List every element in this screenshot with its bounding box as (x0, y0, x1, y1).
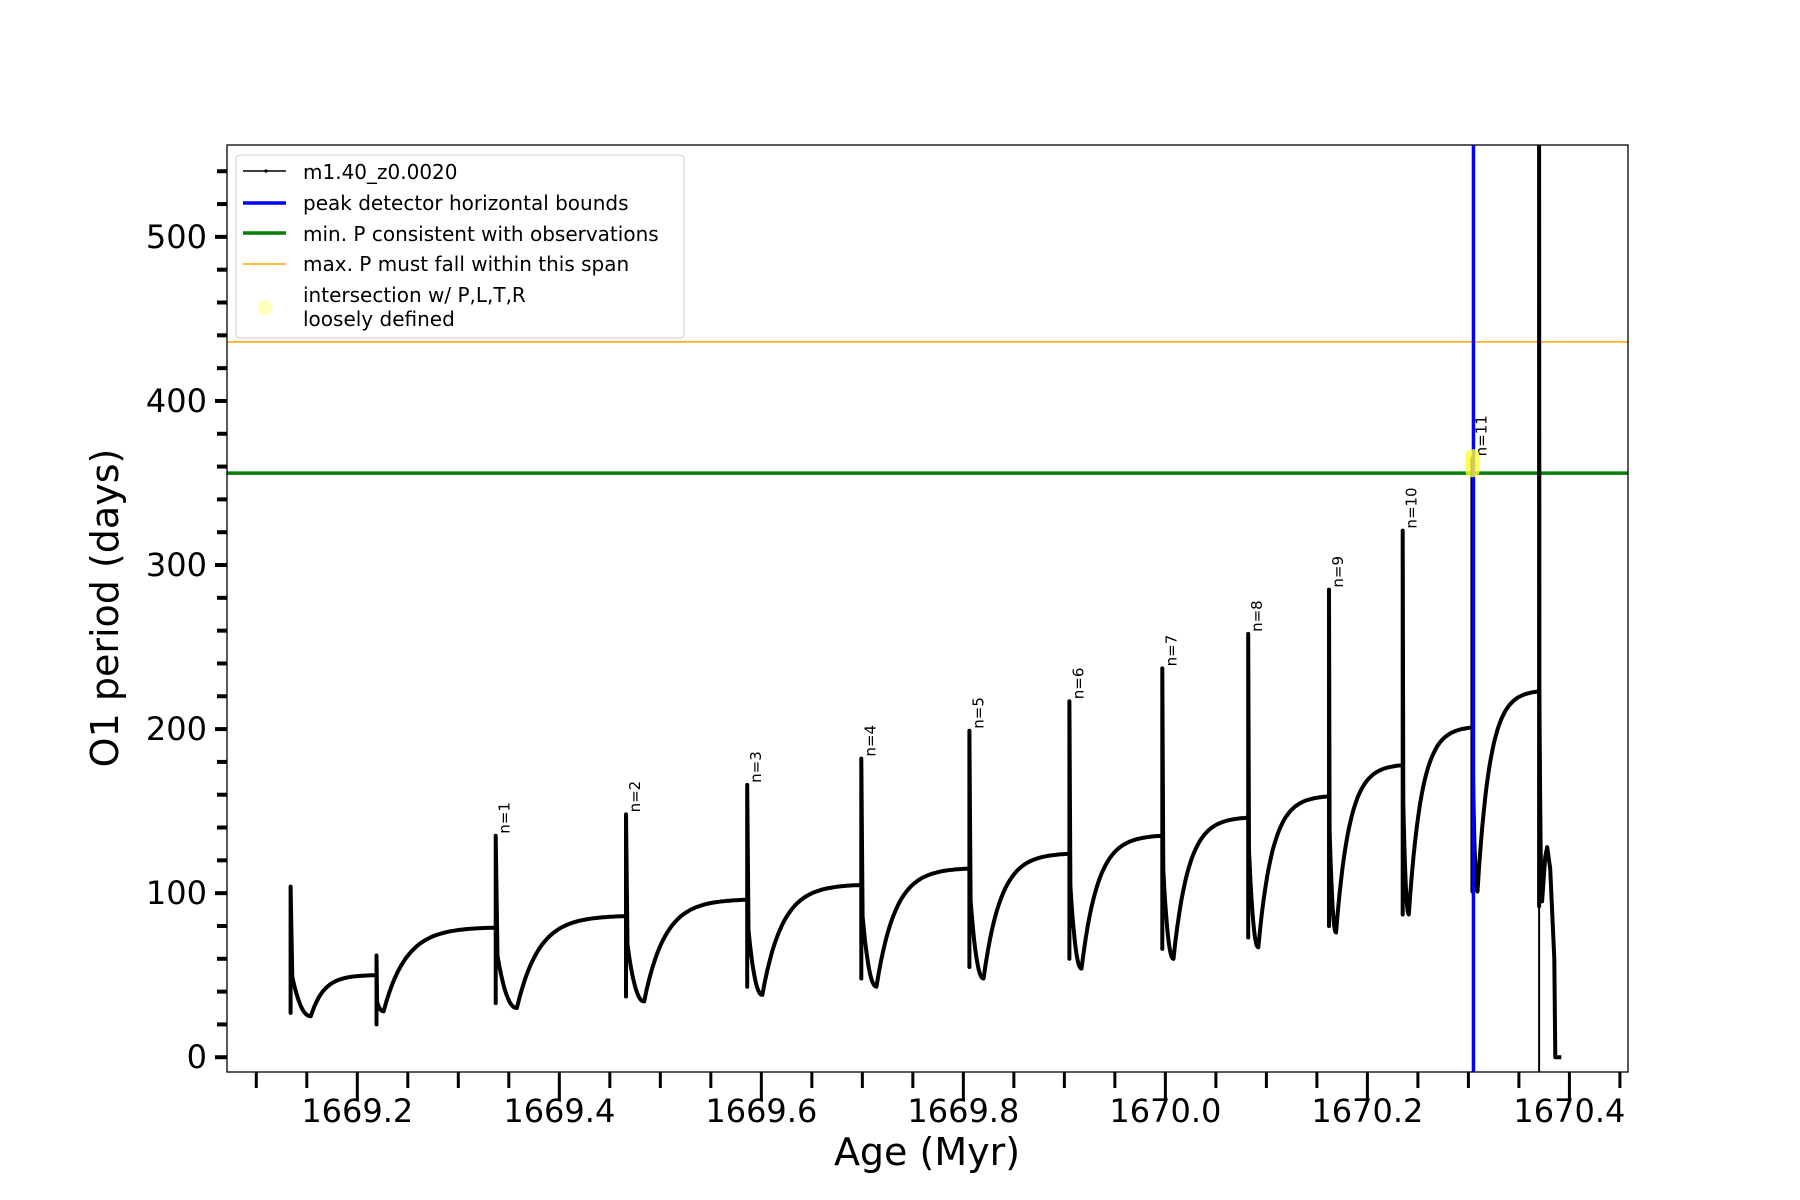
legend-label-min-p: min. P consistent with observations (303, 222, 659, 246)
y-tick-label: 200 (146, 710, 207, 748)
axes-frame (226, 144, 1629, 1073)
y-tick-label: 0 (187, 1038, 207, 1076)
x-tick-label: 1669.2 (301, 1092, 413, 1130)
y-tick-label: 500 (146, 218, 207, 256)
legend-swatch-intersection (257, 300, 273, 316)
cycle-label-n=4: n=4 (861, 725, 879, 757)
legend-label-intersection-line1: intersection w/ P,L,T,R (303, 283, 526, 307)
x-tick-label: 1670.0 (1109, 1092, 1221, 1130)
plot-area: n=1 n=2 n=3 n=4 n=5 n=6 n=7 n=8 n=9 n=10 n=11 (227, 145, 1628, 1072)
x-tick-label: 1669.6 (705, 1092, 817, 1130)
legend-label-max-p: max. P must fall within this span (303, 252, 629, 276)
cycle-label-n=5: n=5 (969, 697, 987, 729)
cycle-label-n=3: n=3 (747, 751, 765, 783)
series-line-m1.40_z0.0020 (288, 145, 1562, 1060)
x-tick-label: 1670.2 (1311, 1092, 1423, 1130)
legend-box (235, 154, 685, 339)
cycle-label-n=9: n=9 (1329, 556, 1347, 588)
cycle-label-n=6: n=6 (1069, 668, 1087, 700)
legend-swatch-model-dot (264, 169, 268, 173)
cycle-label-n=7: n=7 (1162, 635, 1180, 667)
axes-ticks: 0 100 200 300 400 500 1669.2 1669.4 1669.6 1669.8… (146, 169, 1625, 1130)
y-axis-label: O1 period (days) (83, 449, 127, 768)
intersection-marker (1465, 449, 1480, 478)
x-axis-label: Age (Myr) (834, 1130, 1020, 1174)
x-tick-label: 1669.8 (907, 1092, 1019, 1130)
cycle-label-n=10: n=10 (1403, 487, 1421, 528)
cycle-label-n=8: n=8 (1248, 600, 1266, 632)
cycle-label-n=1: n=1 (496, 802, 514, 834)
legend-label-peak-bounds: peak detector horizontal bounds (303, 191, 629, 215)
legend: m1.40_z0.0020 peak detector horizontal b… (235, 154, 685, 339)
y-tick-label: 300 (146, 546, 207, 584)
cycle-label-n=2: n=2 (626, 781, 644, 813)
x-tick-label: 1669.4 (503, 1092, 615, 1130)
legend-label-intersection: intersection w/ P,L,T,R loosely defined (303, 283, 526, 331)
legend-label-model: m1.40_z0.0020 (303, 160, 458, 184)
y-tick-label: 100 (146, 874, 207, 912)
legend-label-intersection-line2: loosely defined (303, 307, 455, 331)
x-tick-label: 1670.4 (1513, 1092, 1625, 1130)
cycle-label-n=11: n=11 (1472, 415, 1490, 456)
y-tick-label: 400 (146, 382, 207, 420)
